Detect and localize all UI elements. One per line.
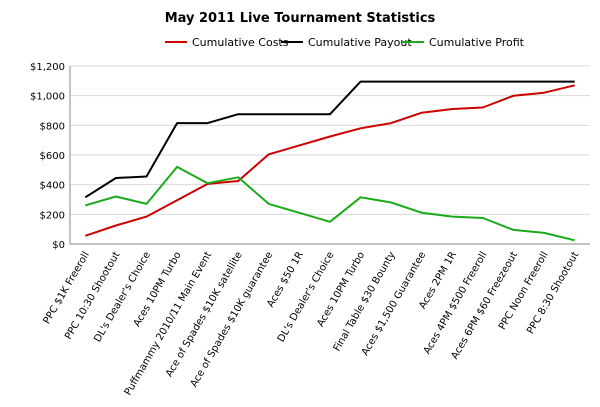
gridlines (70, 65, 590, 245)
y-tick-label: $800 (40, 121, 65, 132)
series-line-cumulative-profit (85, 165, 575, 242)
series-line-cumulative-payout (84, 80, 575, 199)
x-tick-label: DL's Dealer's Choice (276, 250, 337, 344)
y-axis: $0 $200 $400 $600 $800 $1,000 $1,200 (30, 62, 590, 251)
y-tick-label: $1,000 (30, 92, 65, 103)
y-tick-label: $400 (40, 181, 65, 192)
y-tick-label: $1,200 (30, 62, 65, 73)
y-tick-label: $0 (52, 240, 65, 251)
legend-label-cumulative-profit: Cumulative Profit (429, 36, 525, 49)
legend: Cumulative Costs Cumulative Payout Cumulat… (165, 36, 525, 49)
legend-label-cumulative-payout: Cumulative Payout (308, 36, 412, 49)
chart-title: May 2011 Live Tournament Statistics (165, 11, 436, 26)
x-tick-label: DL's Dealer's Choice (92, 250, 153, 344)
legend-label-cumulative-costs: Cumulative Costs (192, 36, 289, 49)
series-line-cumulative-costs (84, 84, 575, 237)
x-tick-label: PPC 10:30 Shootout (63, 250, 122, 342)
plot-area (84, 80, 575, 242)
y-tick-label: $600 (40, 151, 65, 162)
y-tick-label: $200 (40, 210, 65, 221)
